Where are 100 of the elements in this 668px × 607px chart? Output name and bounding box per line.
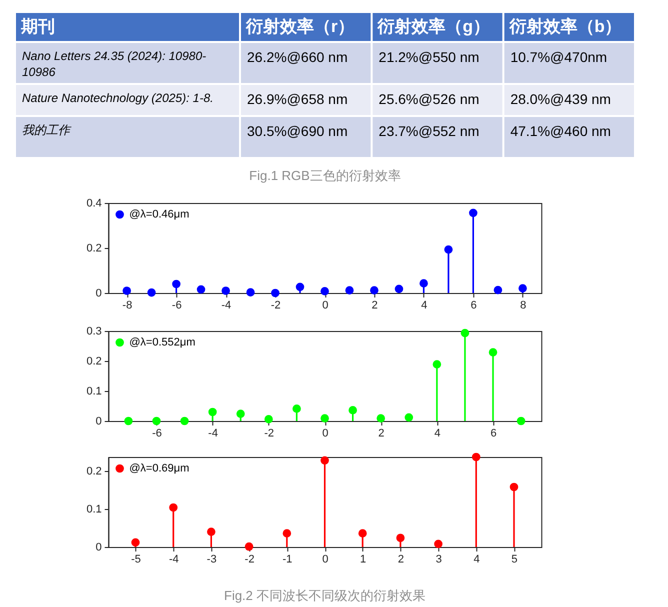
x-tick-label: 1 [360, 554, 366, 566]
point [264, 415, 273, 424]
point [292, 404, 301, 413]
y-tick-label: 0.1 [86, 504, 102, 516]
x-tick-label: -2 [264, 428, 274, 440]
point [472, 452, 480, 462]
point [152, 416, 161, 426]
point [420, 279, 428, 288]
point [271, 288, 280, 298]
x-tick-label: -3 [206, 554, 217, 566]
point [394, 284, 404, 294]
point [376, 414, 386, 422]
point [348, 406, 357, 414]
point [358, 529, 367, 538]
x-tick-label: 5 [511, 554, 518, 566]
text: 28.0%@439 nm [510, 91, 611, 107]
y-tick-label: 0 [96, 288, 102, 300]
x-tick-label: 2 [372, 300, 378, 312]
point [244, 542, 254, 551]
text: 21.2%@550 nm [378, 49, 480, 65]
point [460, 328, 470, 338]
x-tick-label: -4 [221, 300, 232, 312]
x-tick-label: 6 [490, 428, 497, 440]
y-tick-label: 0.2 [86, 242, 102, 254]
point [444, 245, 453, 254]
y-tick-label: 0 [96, 416, 102, 428]
point [434, 540, 442, 548]
text: 26.9%@658 nm [247, 91, 348, 107]
x-tick-label: 8 [520, 300, 526, 312]
x-tick-label: -6 [172, 300, 182, 312]
x-tick-label: 3 [436, 554, 442, 566]
legend-label: @λ=0.46μm [129, 208, 190, 220]
point [518, 284, 527, 292]
x-tick-label: 6 [470, 300, 477, 312]
point [208, 408, 217, 416]
x-tick-label: -4 [168, 554, 179, 566]
category-label: 衍射效率（b） [508, 17, 622, 36]
x-tick-label: 4 [474, 554, 480, 566]
category-label: 衍射效率（g） [376, 17, 490, 36]
point [196, 285, 206, 294]
legend-label: @λ=0.552μm [129, 336, 196, 348]
x-tick-label: 0 [322, 554, 328, 566]
x-tick-label: -5 [131, 554, 141, 566]
text: 25.6%@526 nm [378, 91, 480, 107]
point [469, 208, 478, 218]
category-label: Nature Nanotechnology (2025): 1-8. [22, 91, 214, 105]
category-label: 衍射效率（r） [245, 17, 355, 36]
point [207, 528, 216, 536]
y-tick-label: 0.3 [86, 326, 102, 338]
point [222, 286, 230, 295]
x-tick-label: -6 [152, 428, 162, 440]
category-label: Nano Letters 24.35 (2024): 10980-10986 [22, 49, 206, 79]
y-tick-label: 0.4 [86, 198, 102, 210]
point [124, 416, 133, 426]
point [131, 538, 140, 547]
point [320, 456, 329, 465]
x-tick-label: -2 [270, 300, 281, 312]
point [122, 286, 131, 295]
point [494, 286, 502, 294]
x-tick-label: 0 [322, 300, 328, 312]
point [246, 288, 255, 296]
caption: Fig.1 RGB三色的衍射效率 [249, 168, 401, 183]
text: 26.2%@660 nm [247, 49, 348, 65]
x-tick-label: 4 [421, 300, 428, 312]
x-tick-label: 0 [322, 428, 328, 440]
x-tick-label: -1 [282, 554, 292, 566]
point [345, 286, 354, 294]
point [404, 413, 414, 422]
x-tick-label: 2 [378, 428, 384, 440]
point [169, 503, 178, 512]
point [320, 414, 329, 422]
x-tick-label: 2 [398, 554, 404, 566]
point [510, 482, 518, 492]
point [172, 280, 180, 288]
point [396, 534, 405, 542]
point [180, 416, 189, 426]
legend-label: @λ=0.69μm [129, 462, 190, 474]
y-tick-label: 0.2 [86, 356, 102, 368]
x-tick-label: -8 [122, 300, 132, 312]
y-tick-label: 0 [96, 542, 102, 554]
text: 30.5%@690 nm [247, 123, 348, 139]
caption: Fig.2 不同波长不同级次的衍射效果 [224, 588, 426, 603]
category-label: 期刊 [20, 17, 55, 36]
category-label: 我的工作 [22, 123, 70, 137]
point [370, 286, 378, 294]
text: 47.1%@460 nm [510, 123, 611, 139]
x-tick-label: -4 [208, 428, 218, 440]
point [320, 287, 329, 296]
point [147, 288, 156, 297]
text: 10.7%@470nm [510, 49, 608, 65]
x-tick-label: 4 [434, 428, 440, 440]
text: 23.7%@552 nm [378, 123, 480, 139]
point [282, 529, 292, 538]
x-tick-label: -2 [244, 554, 254, 566]
y-tick-label: 0.1 [86, 386, 102, 398]
point [236, 410, 245, 418]
point [516, 416, 526, 426]
point [488, 348, 498, 356]
y-tick-label: 0.2 [86, 466, 102, 478]
point [296, 282, 304, 292]
